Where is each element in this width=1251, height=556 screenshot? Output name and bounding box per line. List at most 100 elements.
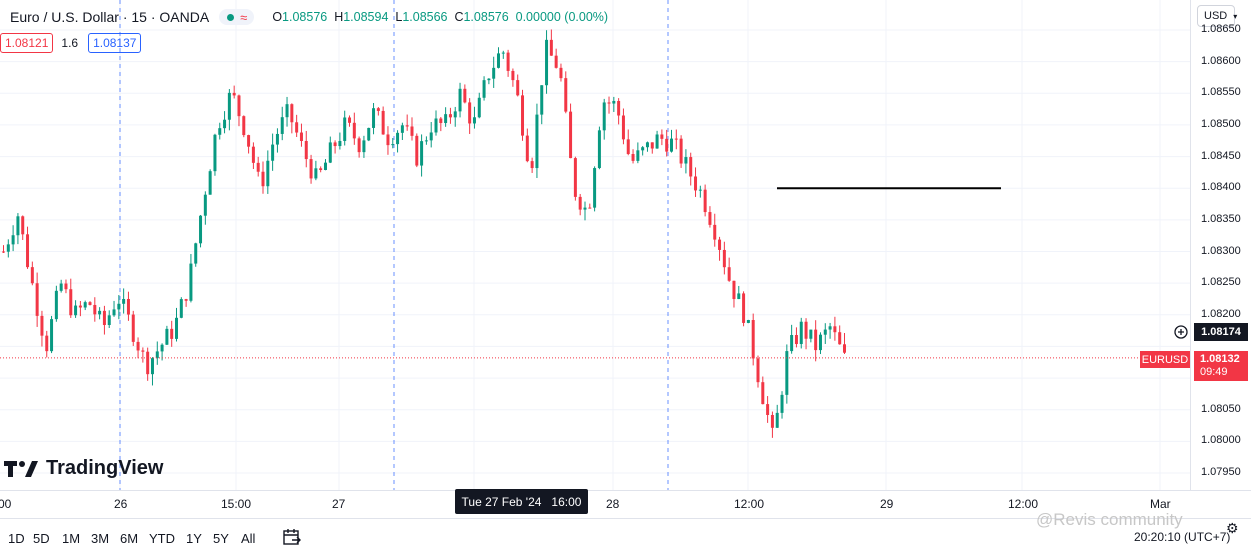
candle-body: [573, 158, 577, 197]
candle-body: [309, 159, 313, 179]
candle-body: [247, 135, 251, 147]
candle-body: [328, 142, 332, 163]
candle-body: [679, 138, 683, 164]
price-tick: 1.08200: [1201, 307, 1241, 320]
candle-body: [458, 88, 462, 112]
tradingview-logo[interactable]: TradingView: [4, 457, 163, 480]
candle-body: [814, 329, 818, 351]
range-5y[interactable]: 5Y: [213, 531, 229, 546]
candle-body: [376, 108, 380, 111]
candle-body: [69, 289, 73, 316]
price-chart[interactable]: [0, 0, 1190, 490]
candle-body: [64, 283, 68, 290]
range-1y[interactable]: 1Y: [186, 531, 202, 546]
candle-body: [285, 104, 289, 118]
candle-body: [170, 328, 174, 339]
range-all[interactable]: All: [241, 531, 256, 546]
candle-body: [323, 162, 327, 171]
candle-body: [391, 144, 395, 146]
range-3m[interactable]: 3M: [91, 531, 110, 546]
currency-select[interactable]: USD ▾: [1197, 5, 1237, 27]
candle-body: [227, 92, 231, 120]
candle-body: [732, 280, 736, 300]
candle-body: [756, 358, 760, 383]
candle-body: [607, 102, 611, 104]
candle-body: [429, 132, 433, 141]
candle-body: [477, 97, 481, 118]
range-6m[interactable]: 6M: [120, 531, 139, 546]
candle-body: [650, 142, 654, 149]
add-plus-icon: [1174, 325, 1188, 339]
candle-body: [280, 117, 284, 134]
candle-body: [472, 117, 476, 124]
price-tick: 1.08600: [1201, 54, 1241, 67]
candle-body: [737, 293, 741, 300]
candle-body: [809, 329, 813, 339]
sell-button[interactable]: 1.08121: [0, 33, 54, 53]
candle-body: [256, 162, 260, 172]
candle-body: [266, 160, 270, 187]
range-ytd[interactable]: YTD: [149, 531, 175, 546]
calendar-goto-icon[interactable]: [282, 527, 302, 547]
candle-body: [727, 267, 731, 281]
candle-body: [453, 111, 457, 118]
candle-body: [689, 157, 693, 177]
candle-body: [766, 404, 770, 415]
range-1m[interactable]: 1M: [62, 531, 81, 546]
gear-icon[interactable]: ⚙: [1226, 520, 1239, 536]
candle-body: [396, 132, 400, 145]
candle-body: [612, 100, 616, 104]
candle-body: [319, 168, 323, 171]
timezone-clock[interactable]: 20:20:10 (UTC+7): [1134, 530, 1231, 544]
candle-body: [828, 326, 832, 330]
candle-body: [232, 92, 236, 96]
candle-body: [669, 138, 673, 152]
candle-body: [357, 138, 361, 153]
candle-body: [794, 335, 798, 345]
candle-body: [242, 116, 246, 136]
candle-body: [78, 305, 82, 308]
buy-button[interactable]: 1.08137: [88, 33, 142, 53]
candle-body: [117, 303, 121, 310]
candle-body: [54, 290, 58, 320]
community-watermark: @Revis community: [1036, 510, 1183, 529]
candle-body: [569, 111, 573, 159]
range-5d[interactable]: 5D: [33, 531, 50, 546]
candle-body: [482, 80, 486, 98]
candle-body: [780, 394, 784, 413]
candle-body: [45, 335, 49, 352]
symbol-title[interactable]: Euro / U.S. Dollar · 15 · OANDA: [10, 9, 210, 25]
candle-body: [843, 344, 846, 353]
approx-icon: ≈: [240, 9, 248, 25]
candle-body: [540, 85, 544, 115]
market-status-pill[interactable]: ≈: [219, 9, 255, 25]
price-tick: 1.08350: [1201, 212, 1241, 225]
candle-body: [708, 212, 712, 225]
candle-body: [641, 147, 645, 151]
price-axis[interactable]: [1190, 0, 1251, 490]
price-tick: 1.08000: [1201, 434, 1241, 447]
candle-body: [804, 321, 808, 339]
candle-body: [102, 310, 106, 326]
candle-body: [107, 315, 111, 326]
candle-body: [420, 141, 424, 166]
candle-body: [367, 127, 371, 141]
candle-body: [823, 329, 827, 335]
candle-body: [338, 140, 342, 147]
candle-body: [16, 216, 20, 236]
range-1d[interactable]: 1D: [8, 531, 25, 546]
price-tick: 1.08250: [1201, 276, 1241, 289]
candle-body: [593, 168, 597, 208]
quote-panel: 1.08121 1.6 1.08137: [0, 33, 142, 53]
candle-body: [501, 52, 505, 54]
candle-body: [348, 117, 352, 123]
candle-body: [386, 134, 390, 146]
candle-body: [588, 207, 592, 209]
candle-body: [295, 122, 299, 133]
candle-body: [218, 128, 222, 135]
candle-body: [160, 344, 164, 352]
candle-body: [381, 110, 385, 135]
time-axis[interactable]: 00 26 15:00 27 28 12:00 29 12:00 Mar: [0, 490, 1251, 517]
candle-body: [223, 119, 227, 129]
candle-body: [496, 53, 500, 68]
